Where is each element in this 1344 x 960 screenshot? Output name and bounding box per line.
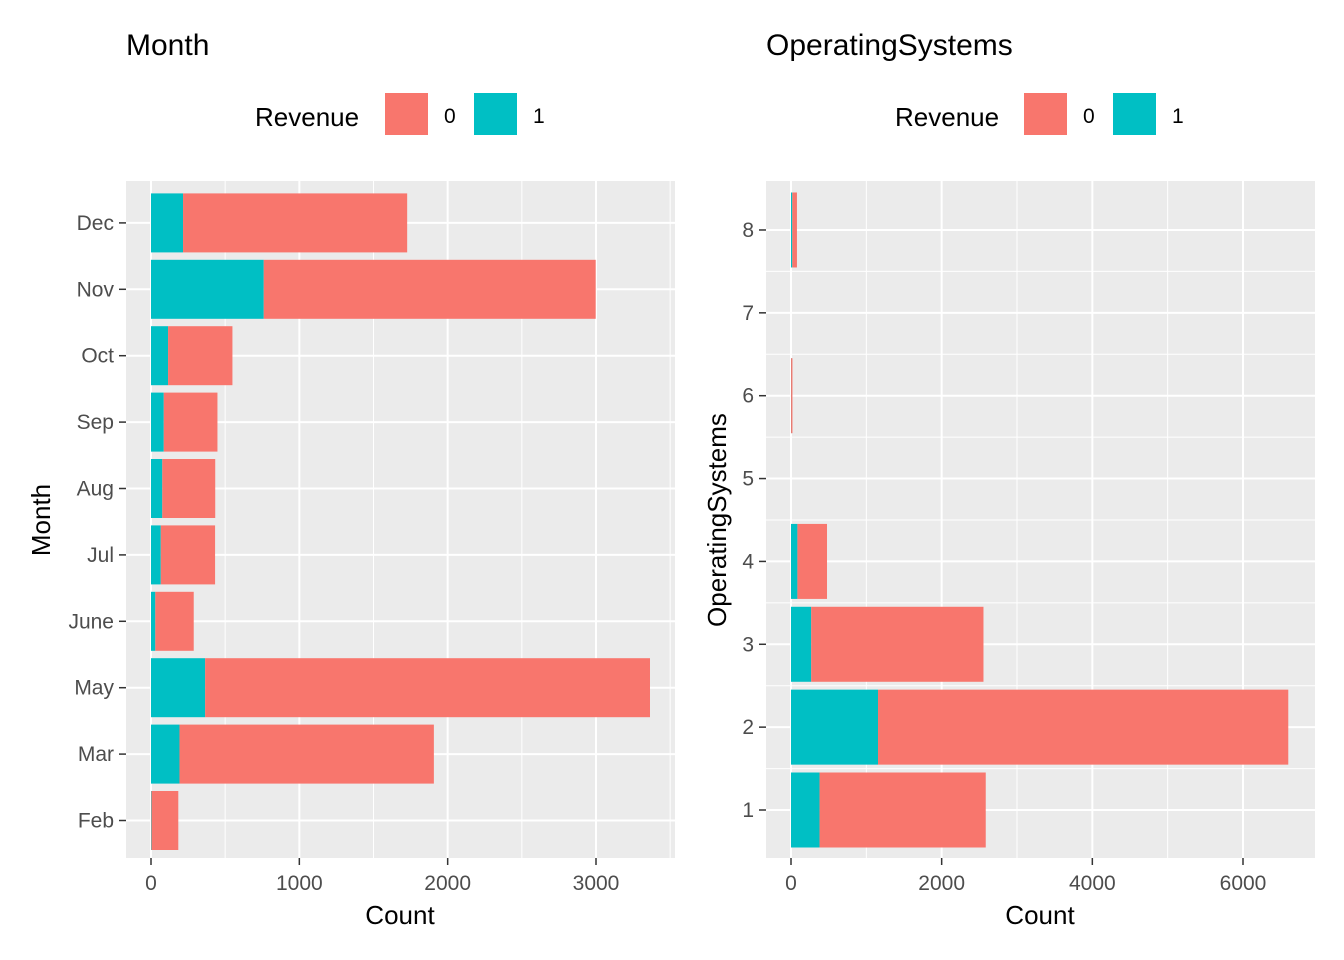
bar-revenue-1 (151, 658, 206, 718)
bar-revenue-0 (183, 193, 408, 253)
bar-revenue-0 (160, 525, 216, 585)
bar-revenue-1 (151, 724, 180, 784)
month-x-axis: 0 1000 2000 3000 (145, 858, 619, 895)
month-legend-label-1: 1 (533, 105, 545, 128)
y-tick-label: Nov (77, 278, 115, 301)
bar-revenue-1 (151, 459, 163, 518)
y-tick-label: May (74, 677, 114, 700)
os-y-axis: 1 2 3 4 5 6 7 8 (742, 219, 766, 822)
bar-revenue-0 (263, 259, 596, 319)
os-legend-label-0: 0 (1083, 105, 1095, 128)
y-tick-label: 7 (742, 302, 754, 325)
os-legend-key-0 (1024, 93, 1067, 135)
month-legend: Revenue 0 1 (255, 93, 545, 135)
month-y-axis: Feb Mar May June Jul Aug Sep Oct Nov Dec (68, 212, 126, 833)
y-tick-label: 5 (742, 468, 754, 491)
os-y-axis-title: OperatingSystems (702, 413, 732, 627)
y-tick-label: Dec (77, 212, 114, 235)
bar-revenue-1 (151, 392, 164, 452)
month-legend-key-0 (385, 93, 428, 135)
y-tick-label: 1 (742, 799, 754, 822)
bar-revenue-0 (179, 724, 434, 784)
y-tick-label: Aug (77, 478, 114, 501)
os-legend: Revenue 0 1 (895, 93, 1184, 135)
y-tick-label: Jul (87, 544, 114, 567)
bar-revenue-1 (791, 192, 793, 268)
bar-revenue-1 (151, 193, 184, 253)
y-tick-label: June (68, 610, 114, 633)
y-tick-label: 6 (742, 385, 754, 408)
bar-revenue-0 (819, 772, 986, 848)
bar-revenue-1 (151, 259, 264, 319)
os-bars (791, 192, 1289, 848)
month-y-axis-title: Month (26, 484, 56, 556)
os-legend-title: Revenue (895, 102, 999, 132)
bar-revenue-1 (151, 326, 169, 386)
x-tick-label: 0 (785, 872, 797, 895)
bar-revenue-1 (791, 606, 812, 682)
y-tick-label: Feb (78, 810, 114, 833)
y-tick-label: Mar (78, 743, 114, 766)
bar-revenue-0 (811, 606, 984, 682)
bar-revenue-1 (151, 525, 161, 585)
y-tick-label: Sep (77, 411, 114, 434)
y-tick-label: Oct (81, 345, 114, 368)
x-tick-label: 2000 (424, 872, 471, 895)
bar-revenue-0 (791, 358, 793, 434)
y-tick-label: 8 (742, 219, 754, 242)
month-bars (151, 193, 650, 850)
bar-revenue-0 (205, 658, 650, 718)
x-tick-label: 0 (145, 872, 157, 895)
bar-revenue-1 (791, 772, 820, 848)
os-legend-label-1: 1 (1172, 105, 1184, 128)
os-legend-key-1 (1113, 93, 1156, 135)
month-legend-label-0: 0 (444, 105, 456, 128)
month-legend-key-1 (474, 93, 517, 135)
x-tick-label: 4000 (1069, 872, 1116, 895)
y-tick-label: 4 (742, 550, 754, 573)
bar-revenue-1 (791, 523, 798, 599)
month-chart-title: Month (126, 29, 209, 62)
y-tick-label: 2 (742, 716, 754, 739)
bar-revenue-0 (162, 459, 216, 518)
bar-revenue-0 (792, 192, 797, 268)
month-chart: Month Revenue 0 1 Feb Mar May June Jul Aug Sep… (26, 29, 675, 930)
bar-revenue-0 (163, 392, 218, 452)
os-x-axis: 0 2000 4000 6000 (785, 858, 1266, 895)
bar-revenue-0 (878, 689, 1289, 765)
bar-revenue-0 (155, 591, 194, 651)
x-tick-label: 3000 (573, 872, 620, 895)
bar-revenue-0 (151, 791, 179, 850)
month-x-axis-title: Count (365, 900, 435, 930)
bar-revenue-0 (168, 326, 233, 386)
x-tick-label: 2000 (918, 872, 965, 895)
y-tick-label: 3 (742, 633, 754, 656)
x-tick-label: 6000 (1220, 872, 1267, 895)
bar-revenue-1 (151, 591, 156, 651)
os-x-axis-title: Count (1005, 900, 1075, 930)
os-chart-title: OperatingSystems (766, 29, 1013, 62)
x-tick-label: 1000 (276, 872, 323, 895)
bar-revenue-1 (791, 689, 879, 765)
os-chart: OperatingSystems Revenue 0 1 1 2 3 4 5 6 7 8 0 2… (702, 29, 1315, 930)
month-legend-title: Revenue (255, 102, 359, 132)
bar-revenue-0 (797, 523, 828, 599)
